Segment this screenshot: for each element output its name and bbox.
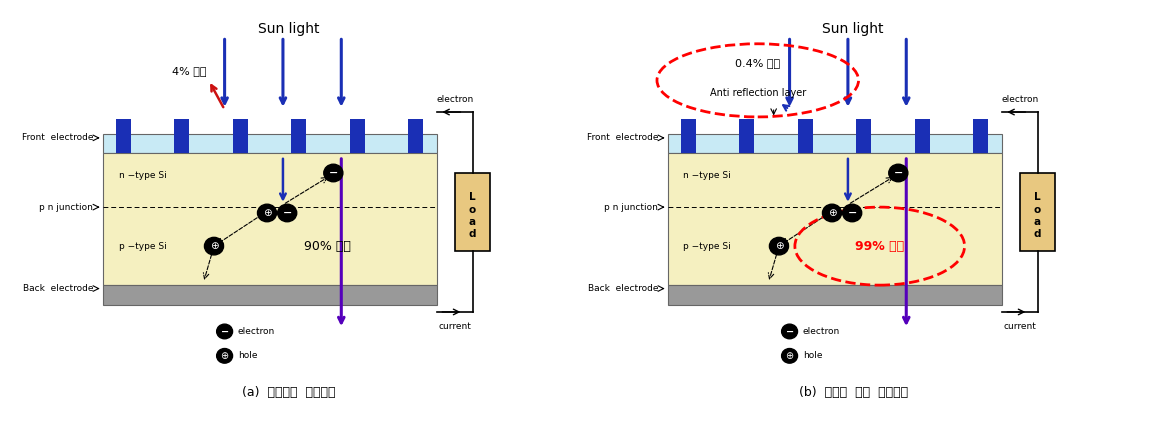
Text: L: L — [1034, 192, 1041, 202]
Circle shape — [769, 237, 789, 255]
Bar — [973, 120, 988, 153]
Text: 0.4% 반사: 0.4% 반사 — [736, 58, 781, 68]
Text: electron: electron — [238, 327, 276, 336]
Bar — [103, 134, 437, 153]
Text: 90% 투과: 90% 투과 — [304, 240, 351, 253]
Circle shape — [204, 237, 224, 255]
Text: −: − — [282, 208, 292, 218]
Text: Sun light: Sun light — [257, 22, 319, 36]
Bar — [233, 120, 248, 153]
Bar — [349, 120, 364, 153]
Text: a: a — [1034, 217, 1041, 227]
Text: p n junction: p n junction — [39, 203, 93, 212]
Text: current: current — [439, 322, 472, 331]
Text: a: a — [469, 217, 476, 227]
Text: 4% 반사: 4% 반사 — [172, 66, 206, 75]
Bar — [857, 120, 872, 153]
Text: ⊕: ⊕ — [785, 351, 793, 361]
Text: ⊕: ⊕ — [263, 208, 271, 218]
Text: −: − — [785, 326, 793, 337]
Text: ⊕: ⊕ — [220, 351, 228, 361]
Circle shape — [782, 324, 798, 339]
Text: n −type Si: n −type Si — [119, 171, 166, 180]
Text: −: − — [220, 326, 228, 337]
Text: electron: electron — [802, 327, 841, 336]
Text: Front  electrode: Front electrode — [22, 134, 93, 142]
Text: o: o — [469, 204, 476, 215]
Text: d: d — [469, 229, 476, 239]
Circle shape — [843, 204, 861, 222]
Circle shape — [278, 204, 296, 222]
Bar — [103, 153, 437, 285]
Text: −: − — [894, 168, 903, 178]
Text: 99% 투과: 99% 투과 — [856, 240, 904, 253]
Text: d: d — [1034, 229, 1041, 239]
Text: −: − — [847, 208, 857, 218]
Circle shape — [782, 349, 798, 363]
Circle shape — [822, 204, 842, 222]
Text: current: current — [1004, 322, 1037, 331]
Circle shape — [217, 349, 233, 363]
Bar — [739, 120, 754, 153]
Text: electron: electron — [437, 95, 474, 104]
Text: ⊕: ⊕ — [210, 241, 218, 251]
Circle shape — [889, 164, 907, 182]
Text: hole: hole — [238, 351, 257, 360]
Bar — [408, 120, 423, 153]
Bar — [103, 285, 437, 304]
Text: p −type Si: p −type Si — [119, 242, 166, 251]
Text: n −type Si: n −type Si — [684, 171, 731, 180]
Text: Back  electrode: Back electrode — [23, 284, 93, 293]
Circle shape — [217, 324, 233, 339]
Text: ⊕: ⊕ — [828, 208, 836, 218]
Bar — [292, 120, 307, 153]
Bar — [116, 120, 130, 153]
Bar — [174, 120, 189, 153]
Text: (b)  저반사  유리  태양전지: (b) 저반사 유리 태양전지 — [799, 386, 907, 399]
Text: −: − — [329, 168, 338, 178]
Circle shape — [324, 164, 342, 182]
Bar — [455, 173, 490, 251]
Text: electron: electron — [1002, 95, 1039, 104]
Text: hole: hole — [802, 351, 822, 360]
Text: L: L — [469, 192, 476, 202]
Text: Front  electrode: Front electrode — [587, 134, 658, 142]
Text: p n junction: p n junction — [604, 203, 658, 212]
Text: ⊕: ⊕ — [775, 241, 783, 251]
Bar — [668, 134, 1002, 153]
Bar — [914, 120, 929, 153]
Bar — [668, 285, 1002, 304]
Text: Sun light: Sun light — [822, 22, 884, 36]
Bar — [798, 120, 813, 153]
Text: Back  electrode: Back electrode — [588, 284, 658, 293]
Bar — [681, 120, 695, 153]
Bar — [1020, 173, 1055, 251]
Bar — [668, 153, 1002, 285]
Circle shape — [257, 204, 277, 222]
Text: Anti reflection layer: Anti reflection layer — [709, 87, 806, 98]
Text: p −type Si: p −type Si — [684, 242, 731, 251]
Text: (a)  일반유리  태양전지: (a) 일반유리 태양전지 — [241, 386, 336, 399]
Text: o: o — [1034, 204, 1041, 215]
